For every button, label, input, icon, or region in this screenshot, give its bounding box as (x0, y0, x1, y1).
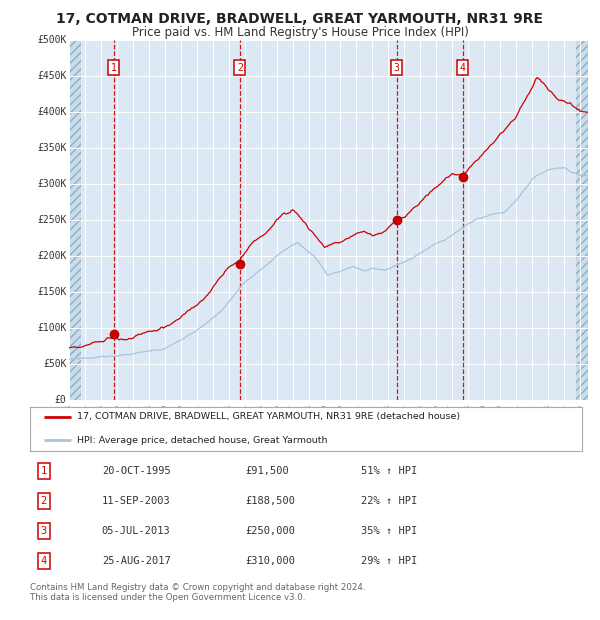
Text: 3: 3 (41, 526, 47, 536)
Text: 1995: 1995 (97, 404, 106, 424)
Text: 1994: 1994 (80, 404, 89, 424)
Text: 2005: 2005 (256, 404, 265, 424)
Text: 2012: 2012 (368, 404, 377, 424)
Text: 05-JUL-2013: 05-JUL-2013 (102, 526, 170, 536)
Text: £0: £0 (55, 395, 67, 405)
Text: 2019: 2019 (480, 404, 489, 424)
Text: 20-OCT-1995: 20-OCT-1995 (102, 466, 170, 476)
Text: 17, COTMAN DRIVE, BRADWELL, GREAT YARMOUTH, NR31 9RE (detached house): 17, COTMAN DRIVE, BRADWELL, GREAT YARMOU… (77, 412, 460, 421)
Text: £300K: £300K (37, 179, 67, 189)
Text: £150K: £150K (37, 287, 67, 297)
Text: 2024: 2024 (560, 404, 569, 424)
Text: 2011: 2011 (352, 404, 361, 424)
Text: £350K: £350K (37, 143, 67, 153)
Text: 22% ↑ HPI: 22% ↑ HPI (361, 496, 418, 506)
Text: 2016: 2016 (432, 404, 441, 424)
Text: 2008: 2008 (304, 404, 313, 424)
Text: 1999: 1999 (160, 404, 169, 424)
Text: 3: 3 (394, 63, 400, 73)
Text: 4: 4 (460, 63, 466, 73)
Text: 35% ↑ HPI: 35% ↑ HPI (361, 526, 418, 536)
Text: £250K: £250K (37, 215, 67, 225)
Text: Contains HM Land Registry data © Crown copyright and database right 2024.
This d: Contains HM Land Registry data © Crown c… (30, 583, 365, 602)
Text: 2: 2 (41, 496, 47, 506)
Text: 1993: 1993 (65, 404, 74, 424)
Text: £310,000: £310,000 (245, 556, 295, 566)
Text: Price paid vs. HM Land Registry's House Price Index (HPI): Price paid vs. HM Land Registry's House … (131, 26, 469, 39)
Bar (69, 40, 81, 400)
Text: 1998: 1998 (145, 404, 154, 424)
Text: 2013: 2013 (384, 404, 393, 424)
Text: 29% ↑ HPI: 29% ↑ HPI (361, 556, 418, 566)
Text: £250,000: £250,000 (245, 526, 295, 536)
Text: 2: 2 (237, 63, 243, 73)
Text: £200K: £200K (37, 251, 67, 261)
Text: £91,500: £91,500 (245, 466, 289, 476)
Text: 2002: 2002 (208, 404, 217, 424)
Text: £450K: £450K (37, 71, 67, 81)
Text: 2000: 2000 (176, 404, 185, 424)
Text: 1: 1 (41, 466, 47, 476)
Text: 2020: 2020 (496, 404, 505, 424)
Text: £50K: £50K (43, 359, 67, 369)
Text: 2025: 2025 (575, 404, 584, 424)
Text: 2014: 2014 (400, 404, 409, 424)
Text: 1997: 1997 (128, 404, 137, 424)
Text: 2006: 2006 (272, 404, 281, 424)
Text: £100K: £100K (37, 323, 67, 333)
Text: 2004: 2004 (240, 404, 249, 424)
Text: £500K: £500K (37, 35, 67, 45)
Text: 2010: 2010 (336, 404, 345, 424)
Text: 2021: 2021 (512, 404, 521, 424)
Text: 2007: 2007 (288, 404, 297, 424)
Text: 1: 1 (111, 63, 116, 73)
Text: £400K: £400K (37, 107, 67, 117)
Text: 4: 4 (41, 556, 47, 566)
Text: 11-SEP-2003: 11-SEP-2003 (102, 496, 170, 506)
Bar (576, 40, 588, 400)
Text: 2022: 2022 (527, 404, 536, 424)
Text: 2009: 2009 (320, 404, 329, 424)
Text: HPI: Average price, detached house, Great Yarmouth: HPI: Average price, detached house, Grea… (77, 436, 328, 445)
Text: 2001: 2001 (192, 404, 201, 424)
Text: 1996: 1996 (112, 404, 121, 424)
Text: £188,500: £188,500 (245, 496, 295, 506)
Text: 51% ↑ HPI: 51% ↑ HPI (361, 466, 418, 476)
Text: 2018: 2018 (464, 404, 473, 424)
Text: 2003: 2003 (224, 404, 233, 424)
Text: 25-AUG-2017: 25-AUG-2017 (102, 556, 170, 566)
Text: 2023: 2023 (544, 404, 553, 424)
Text: 2015: 2015 (416, 404, 425, 424)
Text: 2017: 2017 (448, 404, 457, 424)
Text: 17, COTMAN DRIVE, BRADWELL, GREAT YARMOUTH, NR31 9RE: 17, COTMAN DRIVE, BRADWELL, GREAT YARMOU… (56, 12, 544, 27)
